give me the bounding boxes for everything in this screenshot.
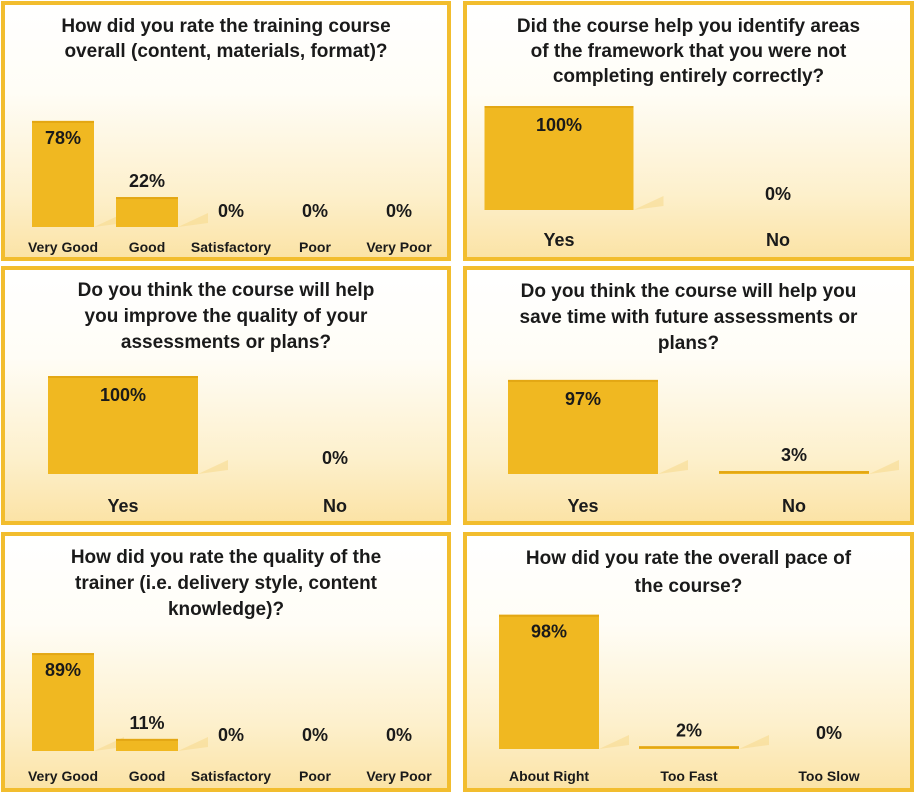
chart-panel-trainer-quality: How did you rate the quality of the train… bbox=[1, 532, 451, 792]
chart-title-line: How did you rate the overall pace of bbox=[526, 548, 852, 569]
bar-top-edge bbox=[116, 738, 178, 741]
chart-panel-improve-quality: Do you think the course will help you imp… bbox=[1, 266, 451, 525]
bar-top-edge bbox=[48, 376, 198, 378]
data-label: 22% bbox=[129, 171, 165, 191]
chart-title-line: Did the course help you identify areas bbox=[517, 16, 860, 37]
category-label: About Right bbox=[509, 768, 589, 784]
bar-shadow bbox=[178, 213, 208, 227]
data-label: 100% bbox=[100, 385, 146, 405]
chart-svg: How did you rate the quality of the train… bbox=[28, 547, 432, 784]
bar-top-edge bbox=[484, 106, 634, 108]
data-label: 100% bbox=[536, 115, 582, 135]
category-label: Yes bbox=[107, 496, 138, 516]
category-label: Very Poor bbox=[366, 768, 432, 784]
bar bbox=[116, 197, 178, 227]
chart-panel-course-rating: How did you rate the training course over… bbox=[1, 1, 451, 261]
category-label: Good bbox=[129, 768, 166, 784]
bar bbox=[48, 376, 198, 474]
category-label: Very Good bbox=[28, 239, 98, 255]
category-label: Poor bbox=[299, 768, 331, 784]
bar bbox=[484, 106, 634, 210]
category-label: Too Slow bbox=[798, 768, 859, 784]
data-label: 2% bbox=[676, 720, 702, 740]
bar-top-edge bbox=[32, 120, 94, 123]
chart-panel-save-time: Do you think the course will help you sav… bbox=[463, 266, 914, 525]
category-label: Good bbox=[129, 239, 166, 255]
chart-panel-pace: How did you rate the overall pace of the … bbox=[463, 532, 914, 792]
data-label: 0% bbox=[765, 184, 791, 204]
data-label: 0% bbox=[302, 201, 328, 221]
category-label: Yes bbox=[567, 496, 598, 516]
chart-title-line: trainer (i.e. delivery style, content bbox=[75, 573, 378, 594]
chart-title-line: How did you rate the training course bbox=[61, 16, 390, 37]
bar-top-edge bbox=[116, 197, 178, 200]
data-label: 0% bbox=[218, 201, 244, 221]
category-label: Satisfactory bbox=[191, 768, 271, 784]
category-label: Very Good bbox=[28, 768, 98, 784]
data-label: 0% bbox=[302, 725, 328, 745]
chart-svg: Did the course help you identify areas of… bbox=[484, 16, 860, 250]
bar bbox=[116, 738, 178, 751]
category-label: Too Fast bbox=[660, 768, 718, 784]
bar-top-edge bbox=[32, 653, 94, 656]
category-label: No bbox=[782, 496, 806, 516]
bar-shadow bbox=[658, 460, 688, 474]
chart-title-line: knowledge)? bbox=[168, 599, 284, 620]
data-label: 78% bbox=[45, 128, 81, 148]
chart-title-line: save time with future assessments or bbox=[520, 307, 859, 328]
chart-svg: Do you think the course will help you sav… bbox=[508, 281, 899, 516]
bar-shadow bbox=[178, 737, 208, 751]
data-label: 0% bbox=[218, 725, 244, 745]
data-label: 3% bbox=[781, 445, 807, 465]
chart-title-line: of the framework that you were not bbox=[531, 41, 847, 62]
data-label: 0% bbox=[816, 723, 842, 743]
bar-shadow bbox=[599, 735, 629, 749]
chart-title-line: you improve the quality of your bbox=[85, 306, 369, 327]
category-label: Poor bbox=[299, 239, 331, 255]
bar-top-edge bbox=[508, 379, 658, 382]
chart-title-line: Do you think the course will help you bbox=[521, 281, 857, 302]
category-label: No bbox=[766, 230, 790, 250]
bar-shadow bbox=[739, 735, 769, 749]
category-label: No bbox=[323, 496, 347, 516]
bar-top-edge bbox=[719, 471, 869, 474]
chart-title-line: How did you rate the quality of the bbox=[71, 547, 381, 568]
data-label: 0% bbox=[386, 201, 412, 221]
chart-title-line: completing entirely correctly? bbox=[553, 66, 824, 87]
data-label: 0% bbox=[386, 725, 412, 745]
chart-svg: How did you rate the training course over… bbox=[28, 16, 432, 255]
chart-title-line: Do you think the course will help bbox=[78, 280, 375, 301]
data-label: 0% bbox=[322, 448, 348, 468]
bar bbox=[499, 614, 599, 749]
chart-panel-identify-areas: Did the course help you identify areas of… bbox=[463, 1, 914, 261]
category-label: Yes bbox=[543, 230, 574, 250]
bar-shadow bbox=[633, 196, 664, 210]
data-label: 89% bbox=[45, 660, 81, 680]
bar-top-edge bbox=[499, 614, 599, 617]
data-label: 97% bbox=[565, 389, 601, 409]
chart-title-line: plans? bbox=[658, 333, 719, 354]
chart-title-line: assessments or plans? bbox=[121, 332, 331, 353]
bar bbox=[32, 653, 94, 751]
category-label: Very Poor bbox=[366, 239, 432, 255]
bar-shadow bbox=[198, 460, 228, 474]
data-label: 11% bbox=[129, 713, 164, 733]
bar-top-edge bbox=[639, 746, 739, 749]
data-label: 98% bbox=[531, 622, 567, 642]
category-label: Satisfactory bbox=[191, 239, 271, 255]
bar-shadow bbox=[869, 460, 899, 474]
chart-svg: Do you think the course will help you imp… bbox=[48, 280, 375, 516]
chart-svg: How did you rate the overall pace of the … bbox=[499, 548, 860, 784]
chart-title-line: the course? bbox=[635, 576, 743, 597]
bar bbox=[32, 120, 94, 227]
chart-title-line: overall (content, materials, format)? bbox=[64, 41, 387, 62]
bar bbox=[508, 379, 658, 474]
